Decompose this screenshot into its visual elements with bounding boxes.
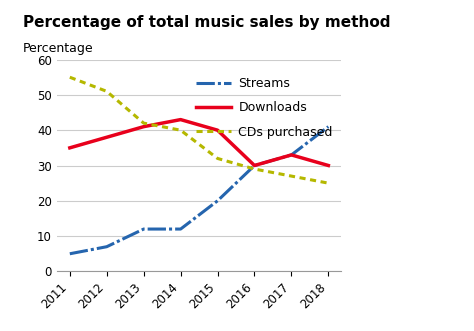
Text: Percentage: Percentage — [23, 42, 93, 55]
Streams — [178, 227, 183, 231]
CDs purchased — [178, 128, 183, 132]
Downloads — [289, 153, 294, 157]
CDs purchased — [326, 181, 331, 185]
Line: Streams: Streams — [70, 127, 328, 254]
Downloads — [178, 118, 183, 121]
Streams — [67, 252, 73, 256]
Streams — [289, 153, 294, 157]
CDs purchased — [141, 121, 146, 125]
CDs purchased — [252, 167, 257, 171]
Downloads — [67, 146, 73, 150]
CDs purchased — [289, 174, 294, 178]
Downloads — [326, 164, 331, 167]
Downloads — [104, 135, 109, 139]
Streams — [252, 164, 257, 167]
Line: CDs purchased: CDs purchased — [70, 77, 328, 183]
CDs purchased — [215, 157, 220, 161]
Downloads — [215, 128, 220, 132]
CDs purchased — [67, 75, 73, 79]
Streams — [326, 125, 331, 129]
Streams — [141, 227, 146, 231]
Legend: Streams, Downloads, CDs purchased: Streams, Downloads, CDs purchased — [191, 72, 338, 144]
Downloads — [141, 125, 146, 129]
Streams — [104, 245, 109, 249]
Text: Percentage of total music sales by method: Percentage of total music sales by metho… — [23, 15, 390, 30]
Line: Downloads: Downloads — [70, 119, 328, 166]
Downloads — [252, 164, 257, 167]
Streams — [215, 199, 220, 203]
CDs purchased — [104, 89, 109, 93]
